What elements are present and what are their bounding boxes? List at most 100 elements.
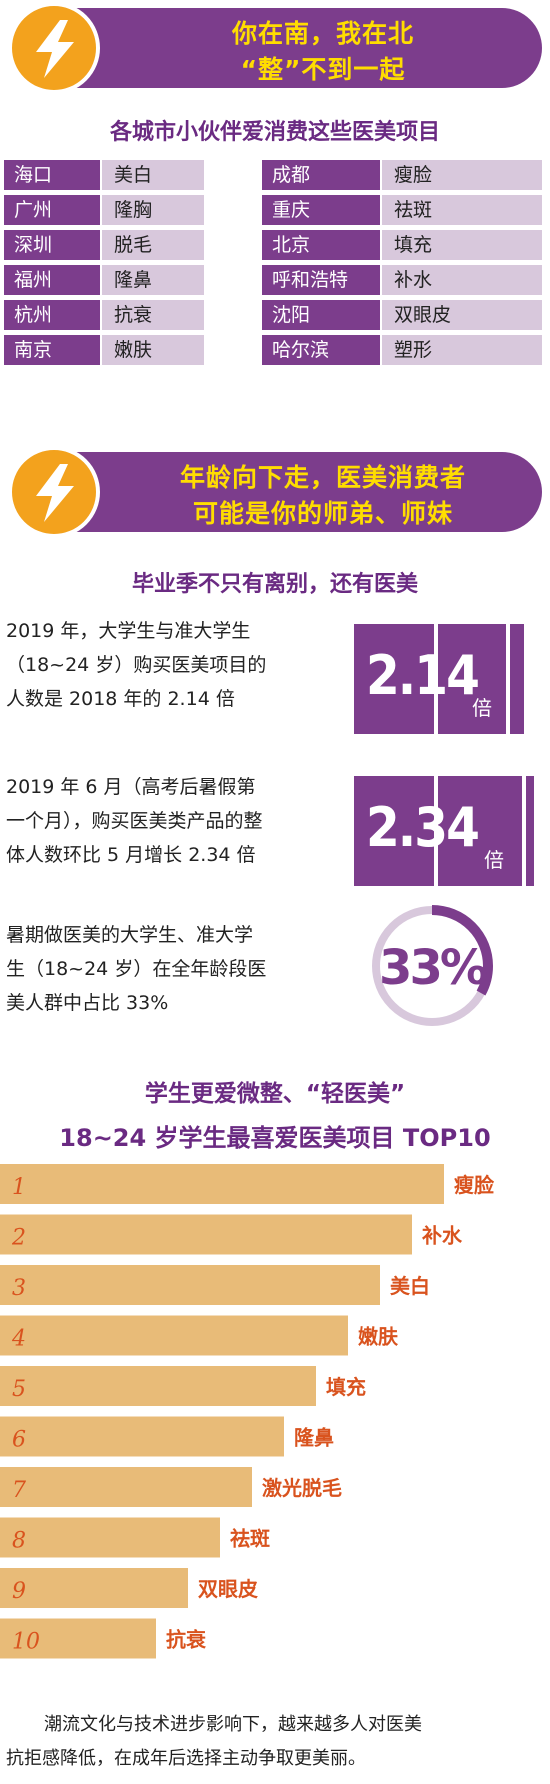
bar-label: 嫩肤 — [358, 1325, 399, 1349]
city-name: 深圳 — [4, 230, 100, 260]
bar-rank-2 — [0, 1214, 412, 1255]
city-name: 呼和浩特 — [262, 265, 380, 295]
banner-2-line-1: 年龄向下走，医美消费者 — [179, 463, 466, 492]
city-row: 福州 隆鼻 — [4, 265, 204, 295]
bar-label: 填充 — [326, 1375, 366, 1399]
footer-text: 潮流文化与技术进步影响下，越来越多人对医美 抗拒感降低，在成年后选择主动争取更美… — [6, 1714, 422, 1769]
rank-label: 10 — [12, 1630, 40, 1655]
percentage-ring: 33% — [371, 905, 493, 1027]
stat-2-box: 2.34 倍 — [354, 776, 534, 886]
bar-rank-1 — [0, 1164, 444, 1204]
city-name: 重庆 — [262, 195, 380, 225]
banner-1-line-2: “整”不到一起 — [240, 55, 406, 84]
banner-pill — [48, 452, 542, 532]
bar-rank-10 — [0, 1618, 156, 1659]
bar-label: 补水 — [421, 1224, 463, 1248]
stat-3-text: 暑期做医美的大学生、准大学 生（18~24 岁）在全年龄段医 美人群中占比 33… — [6, 924, 267, 1014]
city-favorite-item: 双眼皮 — [382, 300, 542, 330]
city-favorite-item: 脱毛 — [102, 230, 204, 260]
city-favorite-item: 嫩肤 — [102, 335, 204, 365]
city-favorite-item: 美白 — [102, 160, 204, 190]
stat-divider — [434, 624, 438, 734]
city-favorite-item: 塑形 — [382, 335, 542, 365]
city-row: 南京 嫩肤 — [4, 335, 204, 365]
city-row: 呼和浩特 补水 — [262, 265, 542, 295]
city-favorite-item: 瘦脸 — [382, 160, 542, 190]
city-favorite-item: 隆鼻 — [102, 265, 204, 295]
bar-rank-8 — [0, 1517, 220, 1558]
banner-2: 年龄向下走，医美消费者 可能是你的师弟、师妹 — [8, 446, 542, 538]
stat-1-value: 2.14 — [366, 644, 480, 707]
city-row: 北京 填充 — [262, 230, 542, 260]
banner-2-line-2: 可能是你的师弟、师妹 — [192, 499, 453, 528]
city-name: 哈尔滨 — [262, 335, 380, 365]
bar-label: 激光脱毛 — [262, 1476, 342, 1500]
graduation-title: 毕业季不只有离别，还有医美 — [131, 572, 418, 597]
rank-label: 6 — [12, 1428, 26, 1453]
city-favorite-item: 祛斑 — [382, 195, 542, 225]
stat-1-text: 2019 年，大学生与准大学生 （18~24 岁）购买医美项目的 人数是 201… — [6, 620, 267, 710]
city-name: 广州 — [4, 195, 100, 225]
rank-label: 4 — [11, 1327, 26, 1352]
city-favorite-item: 隆胸 — [102, 195, 204, 225]
ring-progress — [371, 905, 493, 1027]
bar-rank-5 — [0, 1366, 316, 1406]
city-favorite-item: 抗衰 — [102, 300, 204, 330]
city-row: 沈阳 双眼皮 — [262, 300, 542, 330]
bar-label: 双眼皮 — [198, 1577, 258, 1601]
stat-2-value: 2.34 — [366, 796, 480, 859]
top10-title-1: 学生更爱微整、“轻医美” — [144, 1081, 406, 1107]
bar-label: 祛斑 — [230, 1527, 270, 1551]
stat-2-unit: 倍 — [484, 848, 504, 872]
stat-3-value: 33% — [379, 940, 487, 996]
rank-label: 3 — [12, 1276, 26, 1301]
city-name: 福州 — [4, 265, 100, 295]
city-row: 深圳 脱毛 — [4, 230, 204, 260]
city-row: 海口 美白 — [4, 160, 204, 190]
banner-1-line-1: 你在南，我在北 — [231, 19, 414, 48]
city-table-left: 海口 美白 广州 隆胸 深圳 脱毛 福州 隆鼻 杭州 抗衰 南京 嫩肤 — [4, 160, 204, 366]
rank-label: 5 — [12, 1377, 26, 1402]
stat-2-text: 2019 年 6 月（高考后暑假第 一个月），购买医美类产品的整 体人数环比 5… — [6, 776, 263, 866]
bar-label: 瘦脸 — [454, 1173, 495, 1197]
bar-rank-6 — [0, 1416, 284, 1457]
lightning-icon — [8, 446, 100, 538]
rank-label: 8 — [12, 1529, 26, 1554]
bar-rank-9 — [0, 1568, 188, 1608]
stat-divider — [434, 776, 438, 886]
city-row: 成都 瘦脸 — [262, 160, 542, 190]
city-favorite-item: 补水 — [382, 265, 542, 295]
stat-divider — [506, 624, 510, 734]
city-row: 杭州 抗衰 — [4, 300, 204, 330]
city-name: 杭州 — [4, 300, 100, 330]
city-favorite-item: 填充 — [382, 230, 542, 260]
city-row: 重庆 祛斑 — [262, 195, 542, 225]
city-name: 海口 — [4, 160, 100, 190]
city-name: 沈阳 — [262, 300, 380, 330]
city-row: 广州 隆胸 — [4, 195, 204, 225]
bar-rank-3 — [0, 1265, 380, 1305]
top10-title-2: 18~24 岁学生最喜爱医美项目 TOP10 — [59, 1124, 491, 1152]
rank-label: 2 — [11, 1226, 26, 1251]
top10-bar-chart: 1 瘦脸 2 补水 3 美白 4 嫩肤 5 填充 6 隆鼻 7 激光脱毛 8 祛斑 9 双眼皮 10 抗衰 — [0, 1164, 495, 1659]
city-section-title: 各城市小伙伴爱消费这些医美项目 — [109, 120, 440, 145]
bar-rank-7 — [0, 1467, 252, 1507]
bar-label: 美白 — [390, 1274, 430, 1298]
bar-label: 抗衰 — [166, 1628, 207, 1652]
bar-rank-4 — [0, 1315, 348, 1356]
stat-1-box: 2.14 倍 — [354, 624, 524, 734]
stat-divider — [522, 776, 526, 886]
stat-1-unit: 倍 — [472, 696, 492, 720]
city-name: 成都 — [262, 160, 380, 190]
banner-1: 你在南，我在北 “整”不到一起 — [8, 2, 542, 94]
rank-label: 9 — [12, 1579, 26, 1604]
city-table-right: 成都 瘦脸 重庆 祛斑 北京 填充 呼和浩特 补水 沈阳 双眼皮 哈尔滨 塑形 — [262, 160, 544, 366]
bar-label: 隆鼻 — [294, 1426, 334, 1450]
rank-label: 1 — [12, 1175, 26, 1200]
lightning-icon — [8, 2, 100, 94]
city-name: 北京 — [262, 230, 380, 260]
city-name: 南京 — [4, 335, 100, 365]
city-row: 哈尔滨 塑形 — [262, 335, 542, 365]
rank-label: 7 — [12, 1478, 26, 1503]
banner-pill — [48, 8, 542, 88]
